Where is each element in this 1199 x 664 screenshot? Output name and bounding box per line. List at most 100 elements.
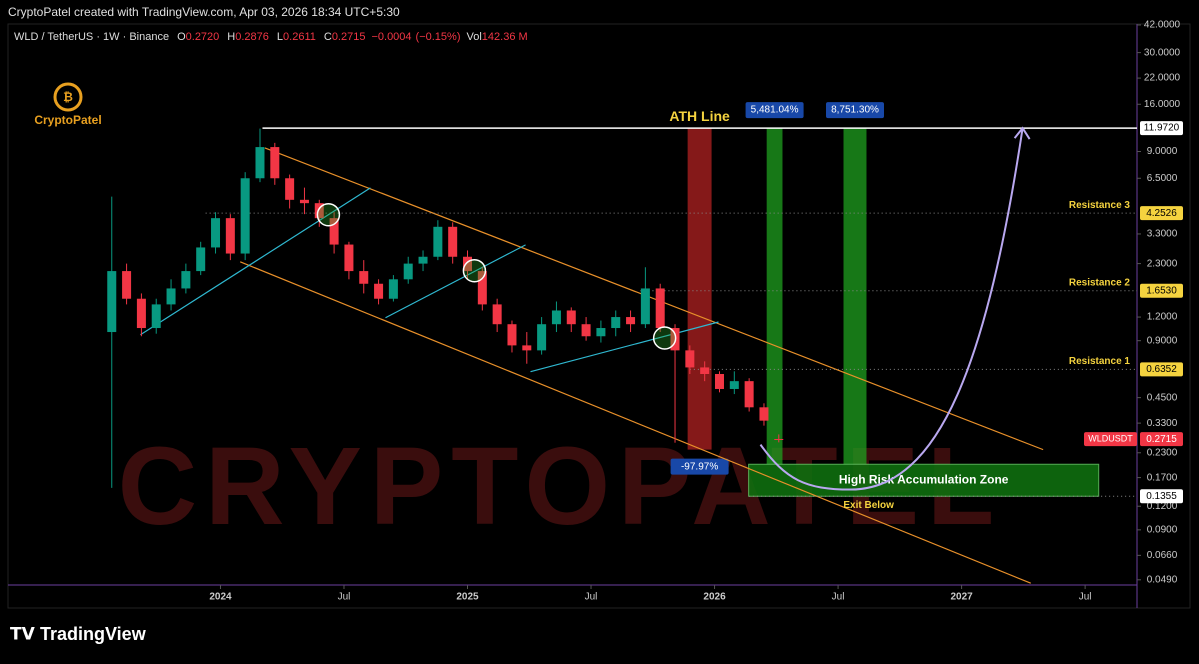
y-tick-label: 0.2300 (1147, 447, 1178, 458)
candle-body (299, 199, 309, 204)
candle-body (196, 247, 206, 272)
candle-body (581, 324, 591, 337)
price-box (1140, 121, 1183, 136)
move-label-box (745, 102, 804, 119)
candle-body (374, 283, 384, 299)
candle-body (359, 271, 369, 284)
move-label: 5,481.04% (751, 105, 799, 116)
legend-bar: WLD / TetherUS · 1W · Binance O0.2720 H 0.2… (14, 31, 528, 43)
candle-body (314, 203, 324, 219)
touch-circle (316, 202, 341, 227)
candle-body (448, 226, 458, 257)
candle-body (477, 271, 487, 305)
candle-body (551, 310, 561, 325)
candle-body (626, 317, 636, 325)
candle-body (507, 324, 517, 346)
x-tick-label: 2025 (456, 592, 479, 603)
price-box (1140, 362, 1183, 377)
last-price-box (1140, 432, 1183, 447)
candle-body (329, 218, 339, 245)
y-tick-label: 22.0000 (1144, 73, 1181, 84)
candle-body (640, 288, 650, 325)
candle-body (388, 279, 398, 299)
price-box-label: 1.6530 (1146, 285, 1177, 296)
move-band (843, 128, 867, 465)
candle-body (122, 271, 132, 299)
touch-circle (652, 326, 677, 350)
level-name: ATH Line (669, 108, 730, 124)
price-box-label: 0.1355 (1146, 491, 1177, 502)
y-tick-label: 0.4500 (1147, 392, 1178, 403)
projection-curve (759, 127, 1024, 491)
candle-body (166, 288, 176, 305)
logo: ₿ CryptoPatel (34, 82, 102, 127)
y-tick-label: 6.5000 (1147, 173, 1178, 184)
touch-circle (462, 258, 487, 283)
candle-body (403, 263, 413, 280)
logo-icon (53, 82, 83, 112)
x-tick-label: Jul (338, 592, 351, 603)
candle-body (611, 317, 621, 329)
channel-line (239, 261, 1031, 584)
ohlc-name: O (177, 31, 186, 43)
price-box (1140, 283, 1183, 298)
move-label-box (825, 102, 884, 119)
candle-body (433, 226, 443, 257)
last-price-label: 0.2715 (1146, 434, 1177, 445)
move-band (687, 128, 712, 450)
projection-arrowhead (1013, 126, 1031, 140)
candle-body (344, 244, 354, 272)
candle-body (225, 218, 235, 254)
y-tick-label: 0.0900 (1147, 525, 1178, 536)
footer-brand: TradingView (40, 624, 147, 644)
ohlc-name: L (277, 31, 283, 43)
ohlc-value: 0.2720 (186, 31, 220, 43)
candle-body (255, 147, 265, 179)
level-name: Resistance 2 (1069, 277, 1131, 288)
channel-line (264, 147, 1044, 451)
price-box (1140, 206, 1183, 221)
move-label: 8,751.30% (831, 105, 879, 116)
y-tick-label: 42.0000 (1144, 20, 1181, 31)
footer-icon: 𝗧𝗩 (10, 624, 36, 643)
header: CryptoPatel created with TradingView.com… (8, 5, 400, 19)
ohlc-name: H (227, 31, 235, 43)
chart-panel (7, 23, 1191, 609)
candle-body (270, 147, 280, 179)
candle-body (759, 407, 769, 421)
move-label: -97.97% (681, 461, 718, 472)
candle-body (729, 381, 739, 389)
candle-body (685, 350, 695, 368)
y-tick-label: 0.0490 (1147, 574, 1178, 585)
x-tick-label: Jul (585, 592, 598, 603)
candle-body (136, 298, 146, 329)
candle-body (151, 304, 161, 329)
symbol-title: WLD / TetherUS · 1W · Binance (14, 31, 169, 43)
last-price-name-box (1084, 432, 1137, 447)
price-box-label: 4.2526 (1146, 208, 1177, 219)
y-tick-label: 1.2000 (1147, 312, 1178, 323)
candle-body (418, 256, 428, 264)
candle-body (463, 256, 473, 272)
y-tick-label: 0.1200 (1147, 501, 1178, 512)
ohlc-value: 0.2611 (283, 31, 316, 43)
candle-body (181, 271, 191, 289)
x-tick-label: 2026 (703, 592, 726, 603)
candle-body (107, 271, 117, 333)
y-tick-label: 3.3000 (1147, 229, 1178, 240)
level-name: Exit Below (843, 500, 894, 511)
x-tick-label: 2024 (209, 592, 232, 603)
support-line (385, 244, 526, 319)
level-name: Resistance 3 (1069, 200, 1131, 211)
price-box (1140, 489, 1183, 504)
y-tick-label: 0.1700 (1147, 472, 1178, 483)
candle-body (240, 178, 250, 254)
change-pct: (−0.15%) (416, 31, 461, 43)
support-line (530, 321, 719, 373)
candle-body (744, 381, 754, 408)
y-tick-label: 2.3000 (1147, 258, 1178, 269)
price-box-label: 0.6352 (1146, 364, 1177, 375)
y-tick-label: 30.0000 (1144, 47, 1181, 58)
x-tick-label: Jul (832, 592, 845, 603)
